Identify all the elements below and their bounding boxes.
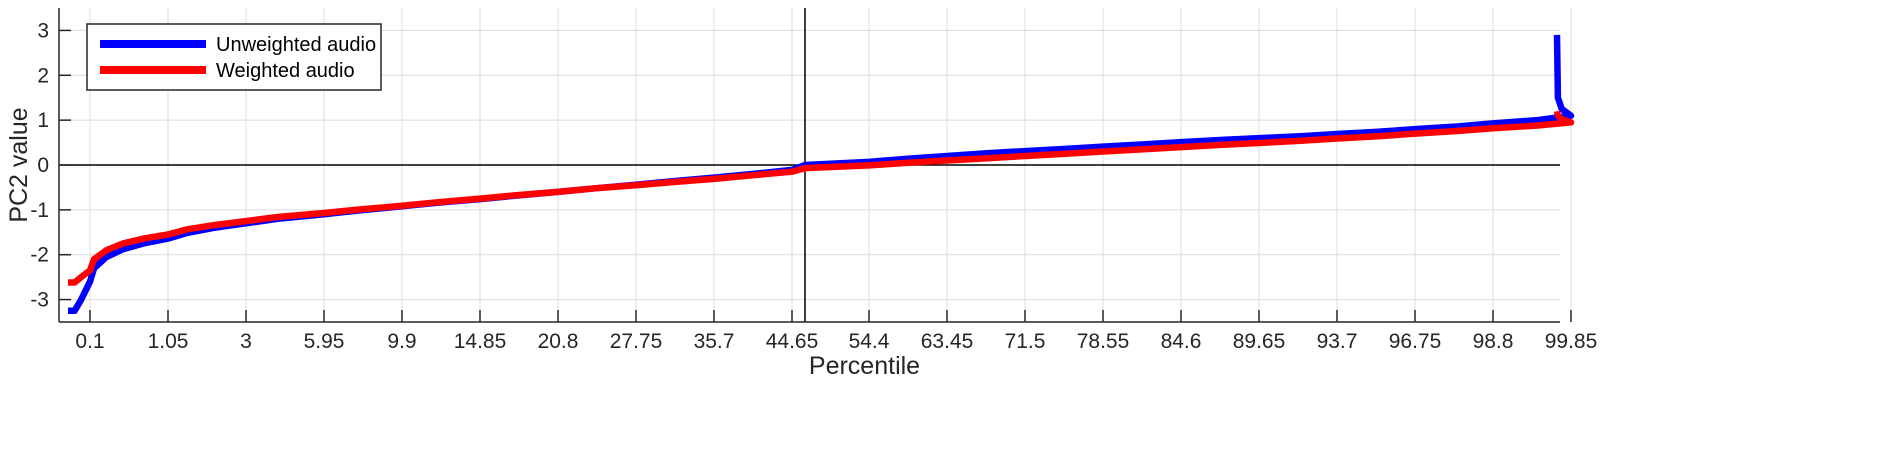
y-tick-label: 2 xyxy=(37,64,49,87)
y-tick-label: 3 xyxy=(37,19,49,42)
x-tick-label: 71.5 xyxy=(1005,330,1046,353)
y-tick-label: -3 xyxy=(30,289,49,312)
x-tick-label: 78.55 xyxy=(1077,330,1130,353)
tick-labels: 0.1 1.05 3 5.95 9.9 14.85 20.8 27.75 35.7 44.65 54… xyxy=(30,19,1597,353)
x-tick-label: 54.4 xyxy=(849,330,890,353)
series-lines xyxy=(68,34,1575,315)
axes xyxy=(58,8,1572,323)
x-tick-label: 96.75 xyxy=(1389,330,1442,353)
y-axis-label: PC2 value xyxy=(5,107,33,222)
x-tick-label: 99.85 xyxy=(1545,330,1598,353)
x-tick-label: 44.65 xyxy=(766,330,819,353)
x-tick-label: 93.7 xyxy=(1317,330,1358,353)
x-tick-label: 35.7 xyxy=(694,330,735,353)
x-tick-label: 27.75 xyxy=(610,330,663,353)
x-tick-label: 84.6 xyxy=(1161,330,1202,353)
x-tick-label: 63.45 xyxy=(921,330,974,353)
series-line-weighted xyxy=(68,110,1575,286)
x-tick-label: 9.9 xyxy=(387,330,416,353)
x-axis-label: Percentile xyxy=(809,352,920,380)
x-tick-label: 0.1 xyxy=(75,330,104,353)
x-tick-label: 89.65 xyxy=(1233,330,1286,353)
x-tick-label: 98.8 xyxy=(1473,330,1514,353)
legend-box xyxy=(86,23,382,91)
y-tick-label: 0 xyxy=(37,154,49,177)
x-tick-label: 3 xyxy=(240,330,252,353)
y-tick-label: -1 xyxy=(30,199,49,222)
x-tick-label: 14.85 xyxy=(454,330,507,353)
y-tick-label: -2 xyxy=(30,244,49,267)
legend-label-unweighted: Unweighted audio xyxy=(216,34,376,56)
x-tick-label: 20.8 xyxy=(538,330,579,353)
x-tick-label: 1.05 xyxy=(148,330,189,353)
x-tick-label: 5.95 xyxy=(304,330,345,353)
legend: Unweighted audio Weighted audio xyxy=(86,23,382,91)
legend-label-weighted: Weighted audio xyxy=(216,60,355,82)
y-tick-label: 1 xyxy=(37,109,49,132)
